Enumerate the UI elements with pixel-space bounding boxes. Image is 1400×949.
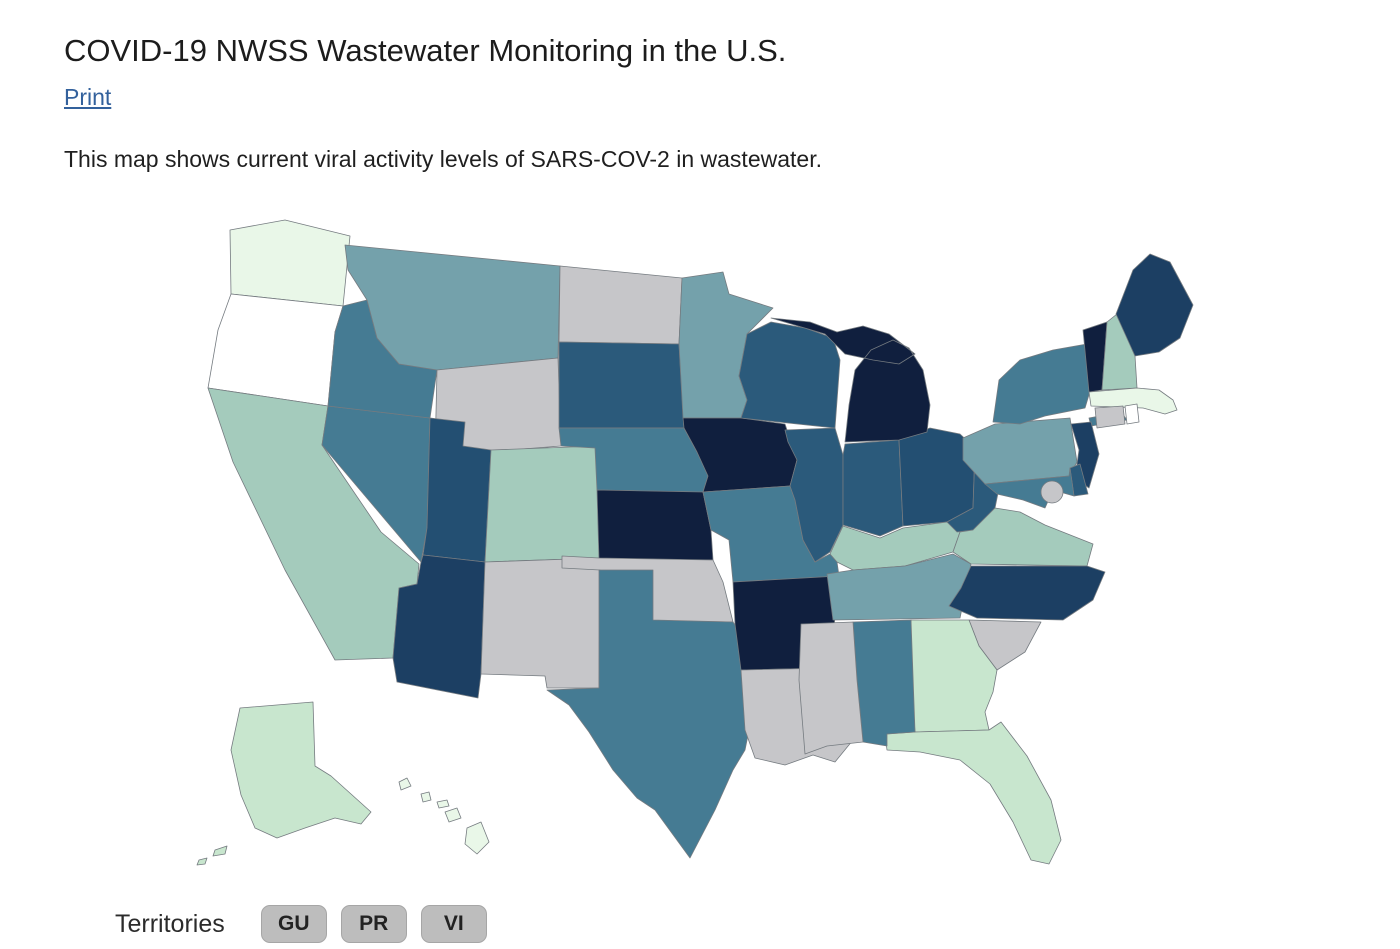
map-description: This map shows current viral activity le… [64, 146, 822, 172]
state-dc[interactable]: District of Columbia [1040, 480, 1064, 504]
state-pa[interactable]: Pennsylvania [962, 417, 1078, 485]
territory-button-gu[interactable]: GU [260, 905, 327, 943]
state-fl[interactable]: Florida [884, 721, 1062, 865]
print-link[interactable]: Print [64, 84, 112, 110]
state-tn[interactable]: Tennessee [826, 553, 972, 621]
state-wa[interactable]: Washington [229, 219, 351, 307]
us-choropleth-svg: WashingtonOregonCaliforniaNevadaIdahoMon… [196, 219, 1194, 866]
state-in[interactable]: Indiana [842, 439, 904, 537]
state-wi[interactable]: Wisconsin [738, 321, 841, 429]
state-ms[interactable]: Mississippi [798, 621, 864, 755]
territories-label: Territories [115, 909, 225, 938]
state-il[interactable]: Illinois [784, 427, 844, 563]
territories-row: Territories GU PR VI [115, 905, 487, 943]
state-me[interactable]: Maine [1115, 253, 1194, 357]
us-wastewater-map: WashingtonOregonCaliforniaNevadaIdahoMon… [185, 210, 1255, 880]
territory-button-vi[interactable]: VI [420, 905, 487, 943]
state-al[interactable]: Alabama [852, 619, 916, 747]
state-nd[interactable]: North Dakota [558, 265, 683, 345]
state-ks[interactable]: Kansas [596, 489, 714, 561]
state-nm[interactable]: New Mexico [480, 557, 601, 689]
territory-button-pr[interactable]: PR [340, 905, 407, 943]
state-ct[interactable]: Connecticut [1094, 405, 1126, 429]
state-nc[interactable]: North Carolina [948, 565, 1106, 621]
state-nh[interactable]: New Hampshire [1101, 313, 1138, 391]
state-mi[interactable]: Michigan [770, 317, 931, 443]
state-co[interactable]: Colorado [484, 445, 601, 563]
state-ak[interactable]: Alaska [196, 701, 372, 866]
state-sd[interactable]: South Dakota [558, 341, 685, 429]
state-ri[interactable]: Rhode Island [1124, 403, 1140, 425]
page-title: COVID-19 NWSS Wastewater Monitoring in t… [64, 32, 787, 68]
state-va[interactable]: Virginia [952, 507, 1094, 567]
state-or[interactable]: Oregon [207, 293, 344, 407]
state-hi[interactable]: Hawaii [398, 777, 490, 855]
state-tx[interactable]: Texas [546, 569, 770, 859]
